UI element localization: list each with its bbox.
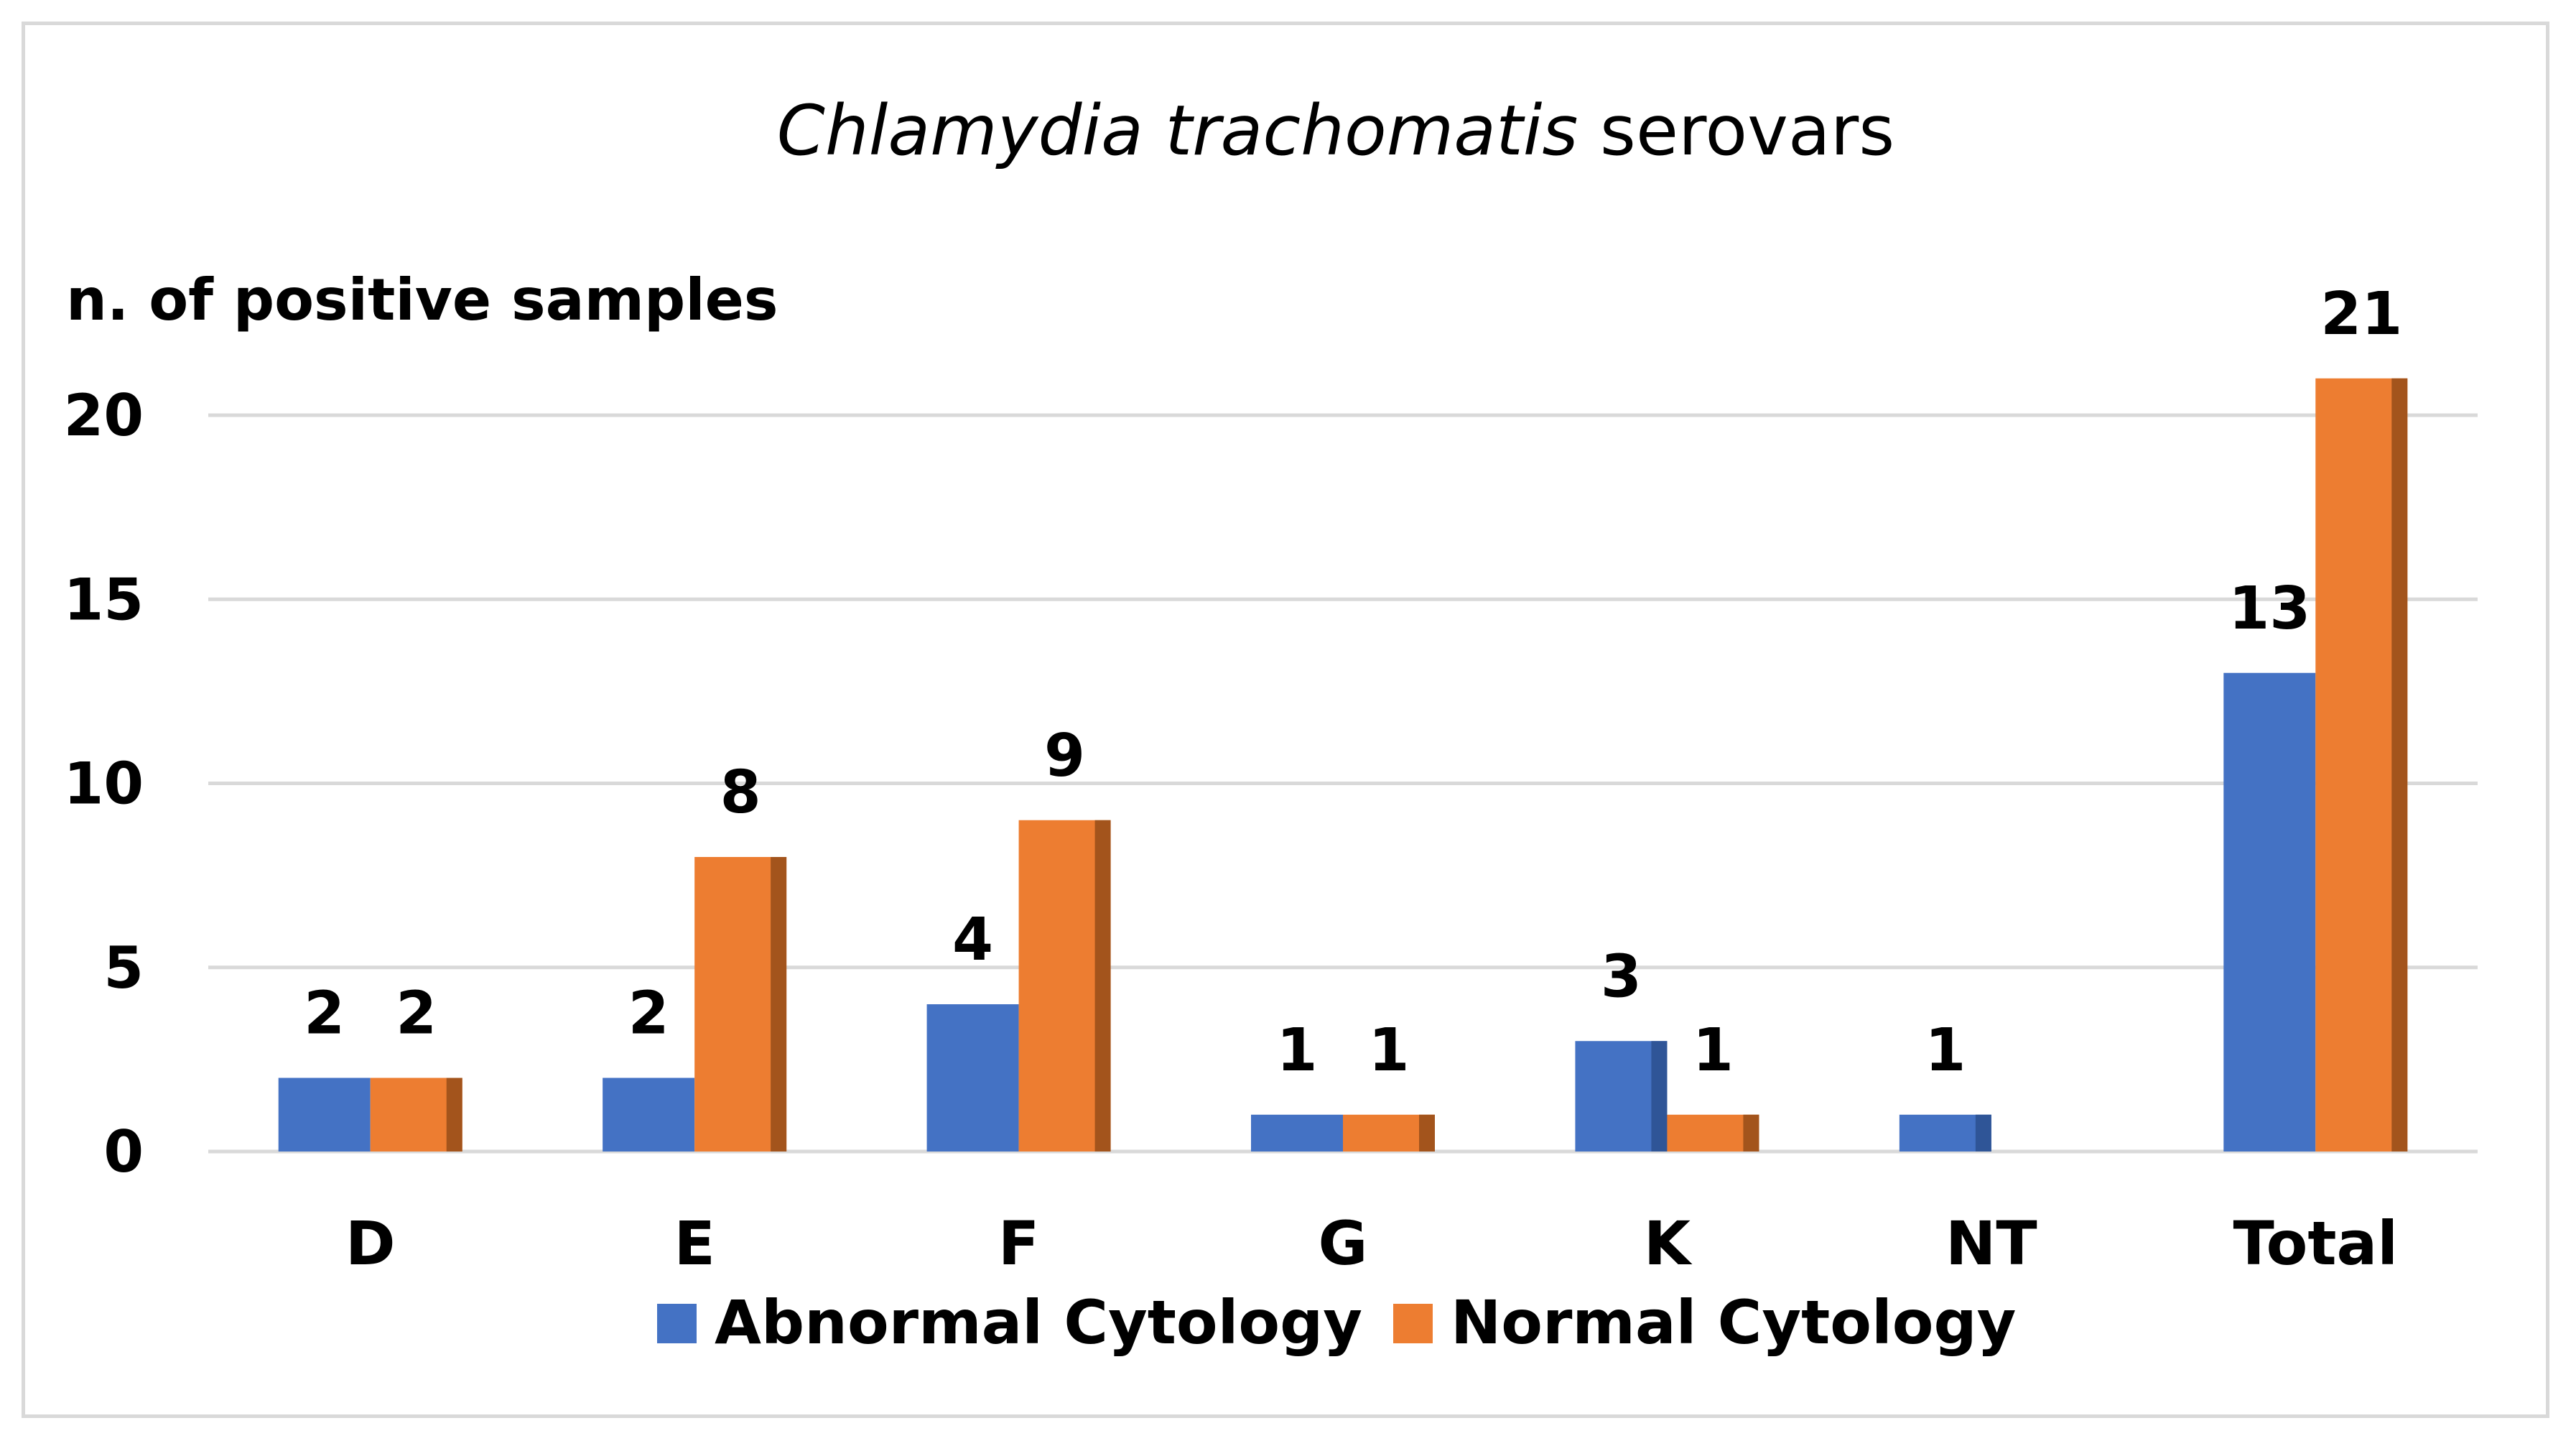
bar-abnormal [278,1078,371,1152]
y-tick-label: 10 [64,751,144,817]
x-category-label: D [345,1208,396,1279]
legend: Abnormal Cytology Normal Cytology [657,1287,2016,1358]
legend-swatch-normal [1393,1304,1433,1343]
data-label: 1 [1276,1016,1317,1085]
bar-side-normal [1094,820,1111,1152]
data-label: 21 [2320,280,2402,348]
legend-swatch-abnormal [657,1304,697,1343]
x-category-label: K [1644,1208,1693,1279]
x-category-label: F [998,1208,1039,1279]
bar-abnormal [603,1078,695,1152]
y-tick-label: 0 [103,1118,144,1185]
bar-abnormal [2223,672,2316,1152]
bar-side-abnormal [1651,1041,1668,1152]
data-label: 3 [1601,942,1642,1011]
data-label: 1 [1925,1016,1966,1085]
data-label: 1 [1693,1016,1734,1085]
y-axis-label: n. of positive samples [66,267,778,333]
y-tick-label: 20 [64,382,144,449]
x-category-label: Total [2233,1208,2398,1279]
data-label: 4 [952,906,993,974]
data-label: 2 [304,980,345,1048]
data-label: 9 [1044,722,1085,790]
x-category-label: NT [1945,1208,2037,1279]
bar-side-normal [446,1078,462,1152]
data-label: 2 [396,980,437,1048]
x-category-label: E [674,1208,715,1279]
gridlines [208,413,2478,1154]
chart-title: Chlamydia trachomatis serovars [777,91,1894,171]
bar-abnormal [926,1004,1019,1152]
data-label: 13 [2228,575,2310,643]
bars [278,378,2408,1152]
x-axis-categories: D E F G K NT Total [345,1208,2398,1279]
bar-side-normal [1419,1114,1435,1152]
chart-title-rest: serovars [1578,91,1894,171]
x-category-label: G [1319,1208,1368,1279]
bar-side-normal [771,857,787,1152]
y-tick-label: 5 [103,935,144,1001]
legend-label: Abnormal Cytology [715,1287,1362,1358]
data-label: 1 [1368,1016,1409,1085]
chart-title-italic: Chlamydia trachomatis [777,91,1578,171]
y-tick-label: 15 [64,566,144,633]
bar-side-abnormal [1975,1114,1991,1152]
legend-label: Normal Cytology [1451,1287,2016,1358]
y-axis-ticks: 0 5 10 15 20 [64,382,144,1185]
bar-abnormal [1251,1114,1343,1152]
bar-side-normal [1743,1114,1759,1152]
chart-frame [22,22,2549,1418]
data-label: 2 [628,980,669,1048]
data-label: 8 [720,759,761,827]
bar-side-normal [2391,378,2408,1152]
